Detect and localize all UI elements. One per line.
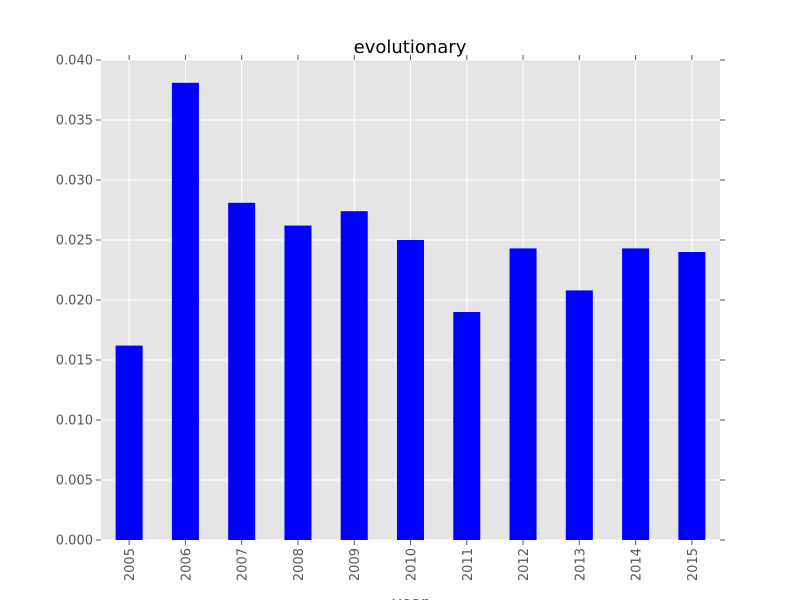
bar-2012	[509, 248, 537, 540]
bars	[115, 82, 706, 541]
x-tick-label: 2006	[179, 548, 194, 581]
bar-2013	[565, 290, 593, 540]
bar-2014	[622, 248, 650, 540]
y-tick-label: 0.015	[56, 354, 93, 369]
x-axis: 2005 2006 2007 2008 2009 2010 2011 2012 2013 2014…	[123, 55, 701, 581]
chart-title: evolutionary	[354, 37, 467, 58]
y-tick-label: 0.025	[56, 234, 93, 249]
x-axis-label: year	[392, 593, 428, 600]
bar-2006	[171, 82, 199, 541]
x-tick-label: 2008	[292, 548, 307, 581]
bar-2011	[453, 312, 481, 540]
x-tick-label: 2012	[517, 548, 532, 581]
bar-2007	[228, 202, 256, 541]
bar-2008	[284, 225, 312, 540]
y-tick-label: 0.010	[56, 414, 93, 429]
bar-2010	[396, 240, 425, 540]
bar-2005	[115, 345, 143, 540]
x-tick-label: 2005	[123, 548, 138, 581]
x-tick-label: 2010	[405, 548, 420, 581]
y-tick-label: 0.040	[56, 54, 93, 69]
x-tick-label: 2011	[461, 548, 476, 581]
y-axis: 0.000 0.005 0.010 0.015 0.020 0.025 0.030 0.035…	[56, 54, 725, 549]
y-tick-label: 0.020	[56, 294, 93, 309]
x-tick-label: 2015	[686, 548, 701, 581]
x-tick-label: 2007	[236, 548, 251, 581]
x-tick-label: 2013	[573, 548, 588, 581]
y-tick-label: 0.005	[56, 474, 93, 489]
y-tick-label: 0.000	[56, 534, 93, 549]
x-tick-label: 2009	[348, 548, 363, 581]
y-tick-label: 0.035	[56, 114, 93, 129]
x-tick-label: 2014	[630, 548, 645, 581]
bar-2009	[340, 211, 368, 540]
bar-2015	[678, 252, 706, 540]
y-tick-label: 0.030	[56, 174, 93, 189]
